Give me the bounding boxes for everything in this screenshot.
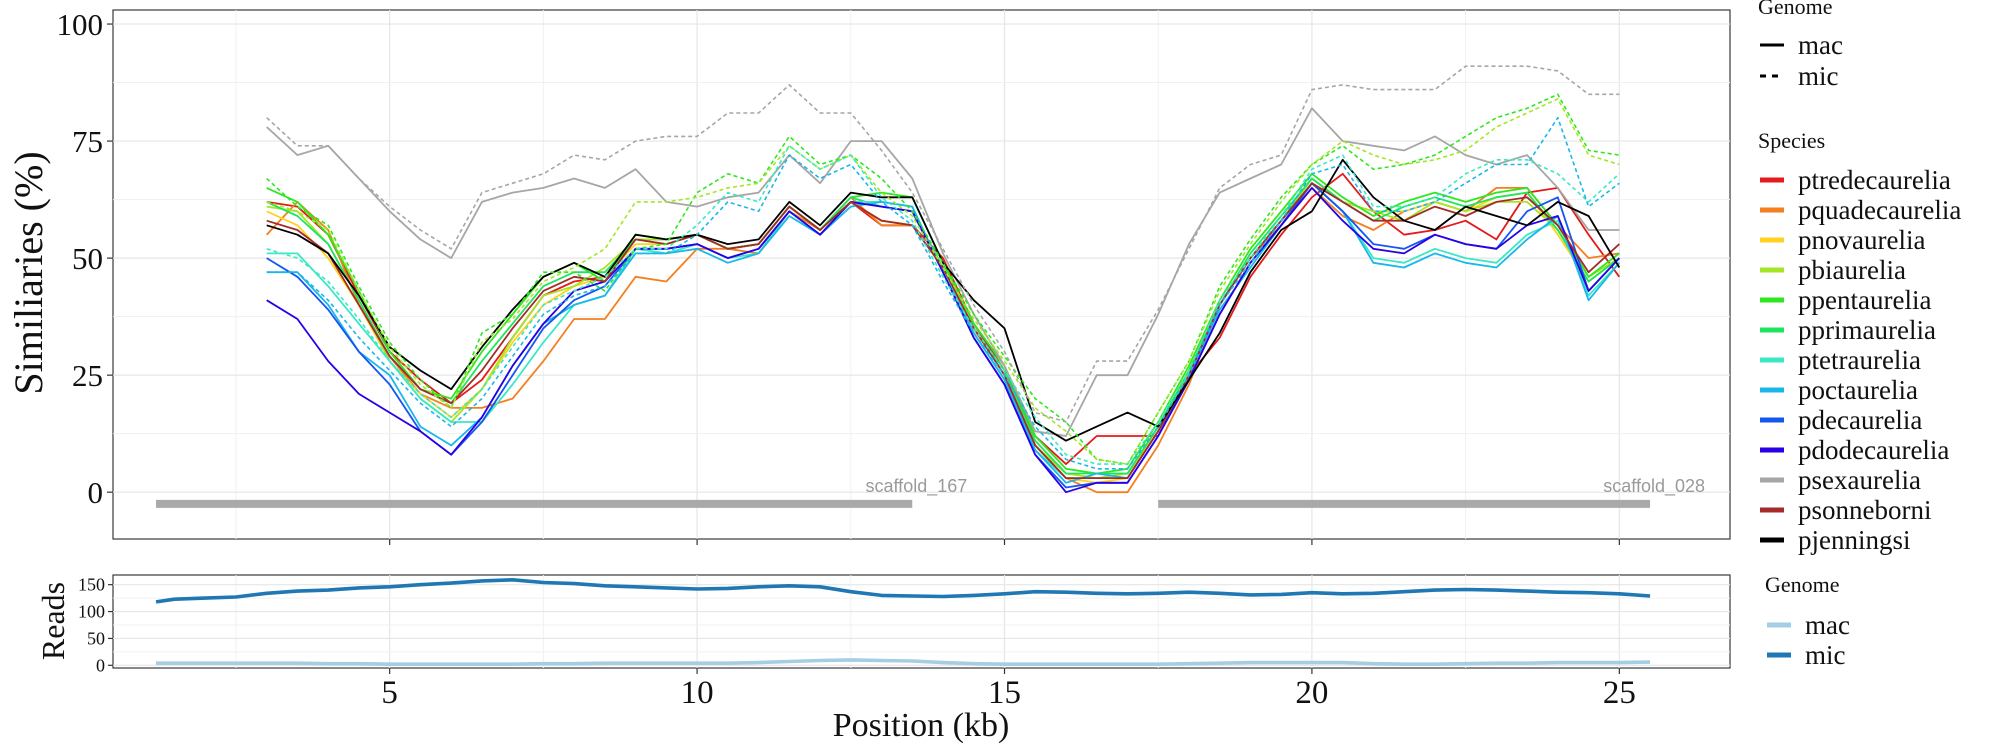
series-line-poctaurelia-mic (266, 116, 1620, 470)
reads-line-mic (155, 577, 1651, 604)
similarity-x-tick-marks (389, 539, 1620, 545)
reads-legend-label-mac: mac (1805, 610, 1850, 640)
reads-legend-title: Genome (1765, 572, 1840, 597)
y-tick-label: 0 (96, 655, 105, 675)
legend-label-psonneborni: psonneborni (1798, 495, 1931, 525)
legend-label-genome-mic: mic (1798, 61, 1839, 91)
y-tick-label: 100 (57, 7, 104, 42)
series-line-ptetraurelia-mic (266, 145, 1620, 465)
y-tick-label: 50 (72, 241, 103, 276)
x-tick-label: 5 (381, 675, 398, 711)
scaffold-label-scaffold-167: scaffold_167 (866, 476, 968, 497)
series-line-psonneborni-mac (266, 182, 1620, 480)
legend-label-pjenningsi: pjenningsi (1798, 525, 1911, 555)
reads-line-mac (156, 658, 1651, 667)
legend-label-poctaurelia: poctaurelia (1798, 375, 1918, 405)
x-tick-label: 20 (1295, 675, 1328, 711)
x-tick-label: 10 (681, 675, 714, 711)
series-line-psexaurelia-mac (266, 107, 1620, 437)
legend-label-pdecaurelia: pdecaurelia (1798, 405, 1922, 435)
legend-label-psexaurelia: psexaurelia (1798, 465, 1921, 495)
legend-label-genome-mac: mac (1798, 30, 1843, 60)
series-line-psexaurelia-mic (266, 65, 1620, 423)
legend-genome-title: Genome (1758, 0, 1833, 19)
series-line-pbiaurelia-mic (266, 98, 1620, 465)
similarity-series-lines (266, 65, 1621, 494)
similarity-panel-background (112, 9, 1731, 540)
reads-x-tick-labels: 5 10 15 20 25 (381, 668, 1636, 711)
similarity-panel: scaffold_167 scaffold_028 0 25 50 75 100 Simi… (6, 7, 1731, 545)
reads-series-lines (155, 577, 1651, 667)
legend-species-title: Species (1758, 128, 1825, 153)
series-line-ppentaurelia-mic (266, 93, 1620, 465)
reads-legend-label-mic: mic (1805, 640, 1846, 670)
legend-label-ptetraurelia: ptetraurelia (1798, 345, 1921, 375)
legend-label-ptredecaurelia: ptredecaurelia (1798, 165, 1951, 195)
legend-label-pprimaurelia: pprimaurelia (1798, 315, 1936, 345)
y-tick-label: 25 (72, 358, 103, 393)
y-tick-label: 75 (72, 124, 103, 159)
scaffold-label-scaffold-028: scaffold_028 (1603, 476, 1705, 497)
series-line-pdodecaurelia-mac (266, 186, 1620, 494)
similarity-y-tick-labels: 0 25 50 75 100 (57, 7, 113, 510)
x-tick-label: 25 (1603, 675, 1636, 711)
scaffold-annotations: scaffold_167 scaffold_028 (156, 476, 1705, 508)
x-tick-label: 15 (988, 675, 1021, 711)
y-tick-label: 150 (78, 575, 105, 595)
y-tick-label: 100 (78, 602, 105, 622)
y-tick-label: 50 (87, 628, 105, 648)
legend-label-pdodecaurelia: pdodecaurelia (1798, 435, 1949, 465)
reads-y-tick-labels: 0 50 100 150 (78, 575, 113, 675)
legend-label-pquadecaurelia: pquadecaurelia (1798, 195, 1961, 225)
y-tick-label: 0 (88, 475, 104, 510)
series-line-ptredecaurelia-mac (266, 172, 1621, 466)
x-axis-label: Position (kb) (833, 707, 1010, 744)
reads-panel: 0 50 100 150 5 10 15 20 25 Reads Position (kb) (35, 574, 1731, 744)
legend-label-pnovaurelia: pnovaurelia (1798, 225, 1925, 255)
legend-label-pbiaurelia: pbiaurelia (1798, 255, 1906, 285)
similarity-y-axis-label: Similiaries (%) (6, 151, 51, 394)
reads-y-axis-label: Reads (35, 582, 71, 660)
legend-label-ppentaurelia: ppentaurelia (1798, 285, 1931, 315)
